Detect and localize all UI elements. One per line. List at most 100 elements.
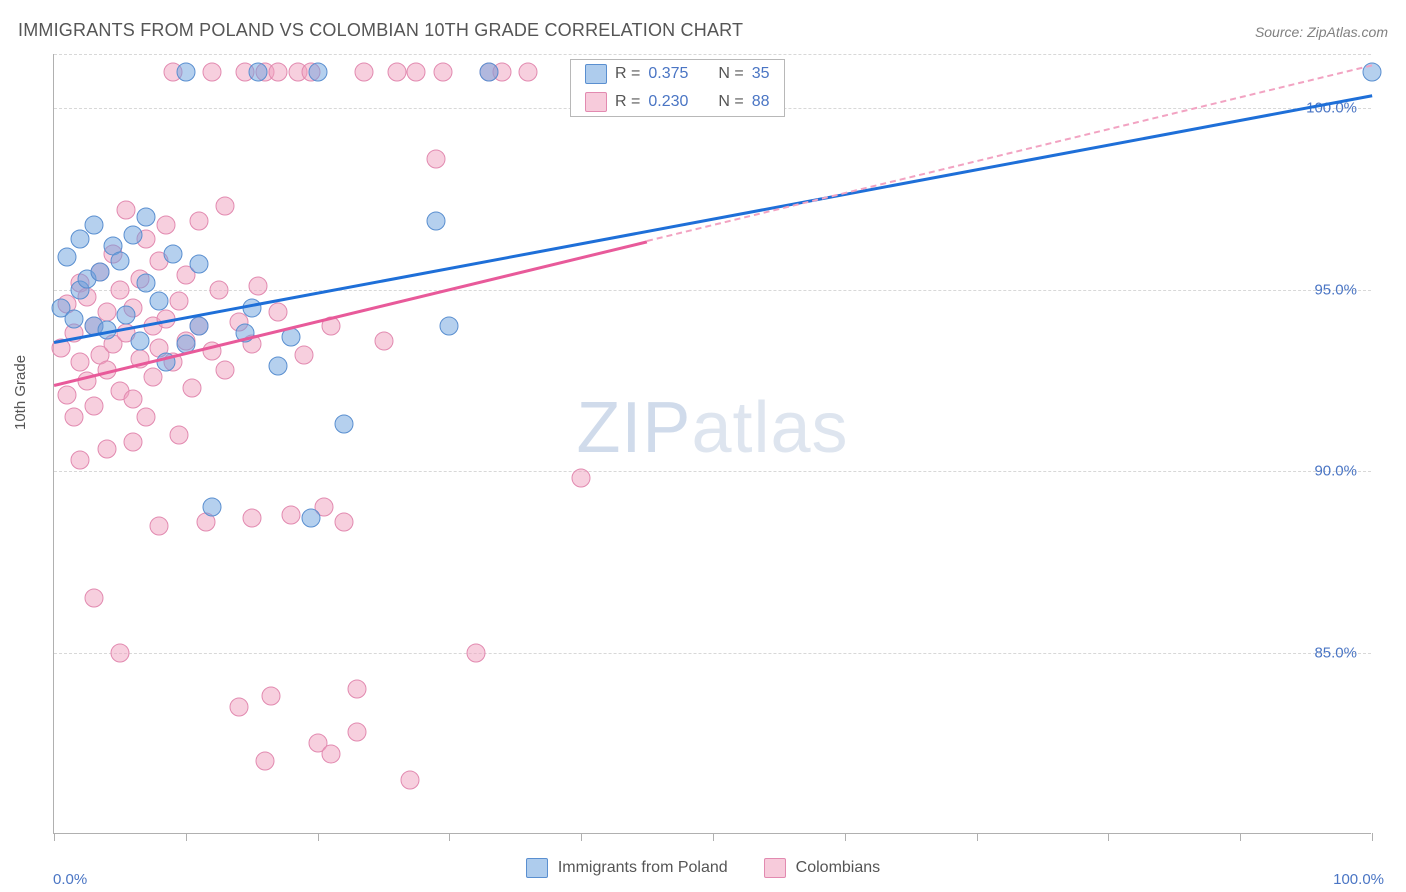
- data-point: [269, 357, 288, 376]
- x-tick: [1372, 833, 1373, 841]
- n-label: N =: [718, 65, 743, 83]
- stats-legend-row: R = 0.375 N = 35: [571, 60, 784, 88]
- data-point: [84, 215, 103, 234]
- y-tick-label: 90.0%: [1314, 463, 1357, 480]
- r-label: R =: [615, 93, 640, 111]
- data-point: [433, 63, 452, 82]
- data-point: [216, 360, 235, 379]
- n-value: 35: [752, 65, 770, 83]
- series-legend: Immigrants from Poland Colombians: [0, 858, 1406, 878]
- data-point: [308, 63, 327, 82]
- data-point: [229, 698, 248, 717]
- data-point: [427, 150, 446, 169]
- data-point: [58, 386, 77, 405]
- x-tick: [54, 833, 55, 841]
- data-point: [242, 298, 261, 317]
- data-point: [321, 745, 340, 764]
- y-axis-label: 10th Grade: [12, 355, 29, 430]
- data-point: [183, 378, 202, 397]
- data-point: [354, 63, 373, 82]
- gridline: [54, 471, 1371, 472]
- data-point: [427, 211, 446, 230]
- legend-chip: [585, 92, 607, 112]
- data-point: [269, 302, 288, 321]
- watermark-light: atlas: [691, 388, 848, 468]
- watermark: ZIPatlas: [576, 387, 848, 469]
- x-tick: [845, 833, 846, 841]
- data-point: [170, 291, 189, 310]
- legend-item: Immigrants from Poland: [526, 858, 728, 878]
- data-point: [440, 317, 459, 336]
- data-point: [189, 255, 208, 274]
- data-point: [84, 589, 103, 608]
- data-point: [407, 63, 426, 82]
- data-point: [282, 505, 301, 524]
- x-tick: [186, 833, 187, 841]
- data-point: [97, 440, 116, 459]
- data-point: [189, 211, 208, 230]
- legend-label: Colombians: [796, 859, 880, 877]
- data-point: [348, 723, 367, 742]
- data-point: [71, 353, 90, 372]
- data-point: [255, 752, 274, 771]
- data-point: [242, 509, 261, 528]
- data-point: [110, 251, 129, 270]
- r-label: R =: [615, 65, 640, 83]
- x-tick: [977, 833, 978, 841]
- data-point: [203, 63, 222, 82]
- x-tick: [581, 833, 582, 841]
- data-point: [157, 215, 176, 234]
- legend-label: Immigrants from Poland: [558, 859, 728, 877]
- x-tick: [1108, 833, 1109, 841]
- r-value: 0.375: [648, 65, 688, 83]
- data-point: [348, 679, 367, 698]
- trend-line: [54, 94, 1372, 343]
- data-point: [466, 643, 485, 662]
- data-point: [124, 226, 143, 245]
- data-point: [71, 230, 90, 249]
- data-point: [137, 208, 156, 227]
- data-point: [150, 516, 169, 535]
- stats-legend-row: R =0.230N =88: [571, 88, 784, 116]
- data-point: [176, 63, 195, 82]
- data-point: [124, 389, 143, 408]
- data-point: [269, 63, 288, 82]
- data-point: [84, 396, 103, 415]
- x-tick: [713, 833, 714, 841]
- data-point: [262, 687, 281, 706]
- chart-plot-area: ZIPatlas 85.0%90.0%95.0%100.0%: [53, 54, 1371, 834]
- data-point: [110, 643, 129, 662]
- data-point: [572, 469, 591, 488]
- data-point: [58, 248, 77, 267]
- data-point: [249, 277, 268, 296]
- data-point: [150, 291, 169, 310]
- data-point: [170, 425, 189, 444]
- data-point: [64, 407, 83, 426]
- gridline: [54, 653, 1371, 654]
- data-point: [216, 197, 235, 216]
- data-point: [209, 280, 228, 299]
- n-value: 88: [752, 93, 770, 111]
- data-point: [124, 433, 143, 452]
- data-point: [334, 513, 353, 532]
- x-tick: [318, 833, 319, 841]
- data-point: [400, 770, 419, 789]
- data-point: [137, 407, 156, 426]
- legend-chip: [526, 858, 548, 878]
- watermark-bold: ZIP: [576, 388, 691, 468]
- data-point: [249, 63, 268, 82]
- gridline: [54, 54, 1371, 55]
- x-tick: [1240, 833, 1241, 841]
- stats-legend: R =0.375N =35R =0.230N =88: [570, 59, 785, 117]
- legend-chip: [585, 64, 607, 84]
- n-label: N =: [718, 93, 743, 111]
- legend-item: Colombians: [764, 858, 880, 878]
- data-point: [117, 201, 136, 220]
- data-point: [295, 346, 314, 365]
- data-point: [479, 63, 498, 82]
- data-point: [302, 509, 321, 528]
- data-point: [130, 331, 149, 350]
- data-point: [163, 244, 182, 263]
- legend-chip: [764, 858, 786, 878]
- data-point: [374, 331, 393, 350]
